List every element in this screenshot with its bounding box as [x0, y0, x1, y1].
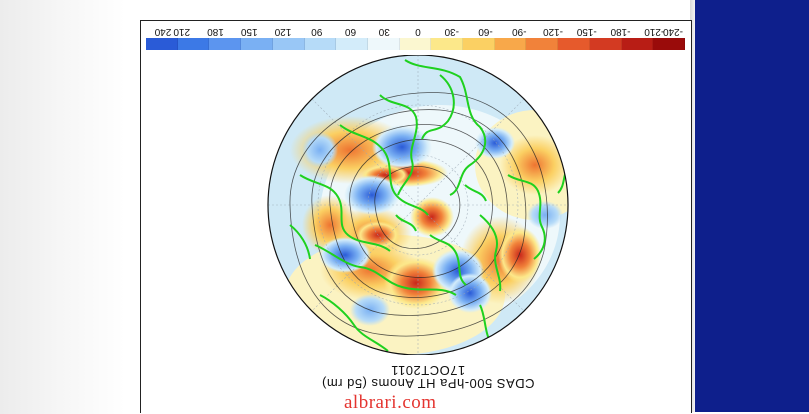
coastlines [289, 59, 568, 352]
polar-anomaly-map [267, 55, 569, 355]
colorbar-swatch [209, 38, 242, 50]
colorbar-swatch [241, 38, 273, 50]
colorbar-swatch [653, 38, 685, 50]
colorbar-swatch [304, 38, 337, 50]
colorbar-tick-label: 0 [415, 26, 421, 37]
watermark-text: albrari.com [344, 392, 437, 413]
colorbar-tick-label: -120 [543, 26, 564, 37]
colorbar-swatch [146, 38, 178, 50]
colorbar-swatch [272, 38, 305, 50]
colorbar-tick-label: 30 [378, 26, 390, 37]
colorbar-tick-label: -30 [444, 26, 459, 37]
colorbar-tick-label: 240 [154, 26, 172, 37]
colorbar-tick-label: 90 [311, 26, 323, 37]
colorbar-swatch [399, 38, 432, 50]
colorbar-tick-label: -90 [512, 26, 527, 37]
colorbar-swatch [336, 38, 368, 50]
right-edge-gap [690, 0, 695, 412]
colorbar-swatch [367, 38, 400, 50]
map-disc [268, 55, 568, 355]
colorbar-tick-label: -210 [644, 26, 665, 37]
colorbar-tick-label: 60 [344, 26, 357, 37]
colorbar-tick-label: -180 [610, 26, 631, 37]
colorbar-scale-labels: -240 -210 -180 -150 -120 -90 -60 -30 0 30 60 90 120 1… [148, 24, 688, 38]
colorbar-swatch [494, 38, 527, 50]
colorbar-swatch [621, 38, 654, 50]
colorbar-swatch [526, 38, 559, 50]
right-blue-band [695, 0, 809, 412]
colorbar-tick-label: 180 [207, 26, 224, 37]
colorbar-swatch [463, 38, 495, 50]
colorbar-tick-label: 120 [274, 26, 292, 37]
colorbar-tick-label: -150 [576, 26, 597, 37]
map-disc-outline [267, 55, 569, 355]
colorbar-swatch [177, 38, 210, 50]
colorbar-swatch [589, 38, 622, 50]
colorbar-tick-label: 150 [240, 26, 258, 37]
colorbar-swatch [431, 38, 464, 50]
graticule-lines [268, 55, 568, 355]
map-title: CDAS 500-hPa HT Anoms (5d rm) [321, 376, 535, 391]
colorbar-tick-label: -60 [478, 26, 493, 37]
colorbar-swatch [558, 38, 590, 50]
colorbar [146, 38, 685, 50]
